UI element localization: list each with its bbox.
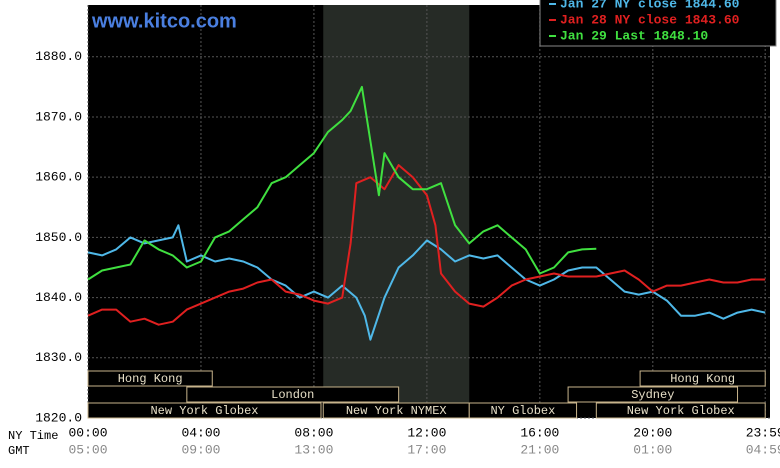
series-line — [87, 224, 766, 341]
x-tick-label: 12:00 — [407, 425, 446, 440]
x-tick-label: 23:59 — [746, 425, 780, 440]
x2-tick-label: 13:00 — [294, 442, 333, 457]
session-box — [186, 386, 400, 403]
x2-tick-label: 21:00 — [520, 442, 559, 457]
session-box — [87, 402, 322, 419]
y-tick-label: 1870.0 — [35, 109, 82, 124]
legend-label: Jan 28 NY close 1843.60 — [560, 12, 740, 27]
session-box — [468, 402, 578, 419]
session-box — [87, 370, 213, 387]
y-tick-label: 1840.0 — [35, 290, 82, 305]
x2-tick-label: 17:00 — [407, 442, 446, 457]
session-label: NY Globex — [490, 404, 555, 418]
x-tick-label: 20:00 — [633, 425, 672, 440]
session-label: Hong Kong — [670, 372, 735, 386]
session-label: New York Globex — [627, 404, 735, 418]
session-box — [639, 370, 766, 387]
legend-label: Jan 27 NY close 1844.60 — [560, 0, 740, 11]
y-tick-label: 1880.0 — [35, 49, 82, 64]
legend-box — [539, 0, 777, 47]
series-line — [87, 164, 766, 326]
x-tick-label: 00:00 — [68, 425, 107, 440]
session-label: New York NYMEX — [346, 404, 447, 418]
legend-label: Jan 29 Last 1848.10 — [560, 28, 708, 43]
x-tick-label: 04:00 — [181, 425, 220, 440]
y-tick-label: 1830.0 — [35, 350, 82, 365]
session-box — [567, 386, 739, 403]
x2-tick-label: 01:00 — [633, 442, 672, 457]
y-tick-label: 1820.0 — [35, 410, 82, 425]
x2-tick-label: 09:00 — [181, 442, 220, 457]
x2-tick-label: 04:59 — [746, 442, 780, 457]
x2-tick-label: 05:00 — [68, 442, 107, 457]
y-tick-label: 1850.0 — [35, 230, 82, 245]
y-tick-label: 1860.0 — [35, 170, 82, 185]
x-tick-label: 08:00 — [294, 425, 333, 440]
session-label: Sydney — [631, 388, 674, 402]
watermark: www.kitco.com — [91, 10, 237, 32]
session-label: London — [271, 388, 314, 402]
session-box — [595, 402, 766, 419]
series-line — [87, 85, 597, 281]
x2-axis-label: GMT — [8, 444, 30, 458]
session-label: Hong Kong — [118, 372, 183, 386]
x-tick-label: 16:00 — [520, 425, 559, 440]
x-axis-label: NY Time — [8, 429, 58, 443]
session-label: New York Globex — [150, 404, 258, 418]
session-shade — [323, 5, 470, 418]
